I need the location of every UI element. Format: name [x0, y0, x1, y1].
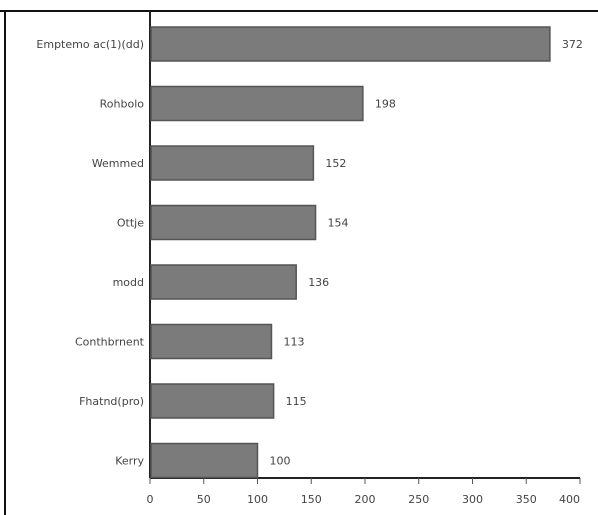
category-label: Rohbolo	[100, 98, 145, 111]
bars-group: Emptemo ac(1)(dd) 372 Rohbolo 198 Wemmed 152 O…	[36, 26, 583, 479]
x-tick-label: 200	[355, 493, 376, 506]
x-tick-label: 50	[197, 493, 211, 506]
category-label: Conthbrnent	[75, 336, 145, 349]
x-tick-label: 100	[247, 493, 268, 506]
x-tick-label: 150	[301, 493, 322, 506]
value-label: 100	[270, 455, 291, 468]
x-tick-label: 250	[408, 493, 429, 506]
bar	[150, 323, 273, 360]
bar	[150, 85, 364, 122]
value-label: 115	[286, 395, 307, 408]
bar	[150, 204, 317, 241]
category-label: Ottje	[117, 217, 144, 230]
x-tick-label: 350	[516, 493, 537, 506]
bar	[150, 26, 551, 62]
value-label: 113	[283, 336, 304, 349]
category-label: Fhatnd(pro)	[79, 395, 144, 408]
x-tick-label: 0	[147, 493, 154, 506]
category-label: Wemmed	[92, 157, 144, 170]
value-label: 152	[325, 157, 346, 170]
x-tick-label: 400	[559, 493, 580, 506]
category-label: Emptemo ac(1)(dd)	[36, 38, 144, 51]
value-label: 198	[375, 98, 396, 111]
value-label: 136	[308, 276, 329, 289]
x-tick-label: 300	[462, 493, 483, 506]
category-label: Kerry	[115, 455, 144, 468]
bar	[150, 264, 297, 300]
bar	[150, 383, 275, 419]
category-label: modd	[113, 276, 144, 289]
value-label: 372	[562, 38, 583, 51]
bar	[150, 145, 315, 181]
value-label: 154	[328, 217, 349, 230]
x-axis-ticks: 0 50 100 150 200 250 300 350 400	[147, 478, 581, 506]
bar	[150, 442, 259, 479]
